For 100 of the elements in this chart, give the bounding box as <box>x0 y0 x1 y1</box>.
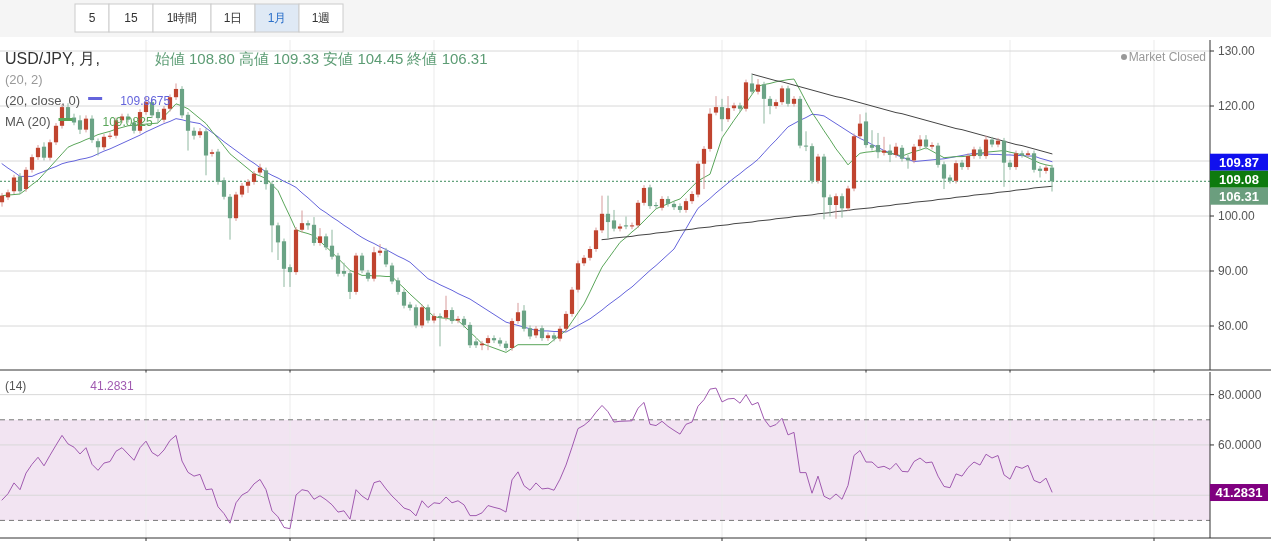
candlestick <box>209 148 215 158</box>
candlestick <box>413 304 419 329</box>
candlestick <box>599 195 605 234</box>
candlestick <box>341 262 347 277</box>
candlestick <box>863 112 869 149</box>
candlestick <box>11 174 17 195</box>
candlestick <box>431 312 437 324</box>
candlestick <box>713 95 719 116</box>
candlestick <box>1013 150 1019 171</box>
candlestick <box>245 178 251 194</box>
candlestick <box>779 85 785 106</box>
toolbar: 5 15 1時間 1日 1月 1週 <box>0 0 1271 37</box>
candlestick <box>731 102 737 112</box>
candlestick <box>1025 150 1031 159</box>
candlestick <box>761 81 767 125</box>
candlestick <box>1001 137 1007 188</box>
candlestick <box>437 312 443 347</box>
text: 106.31 <box>1219 188 1259 204</box>
candlestick <box>545 332 551 342</box>
candlestick <box>941 161 947 190</box>
candlestick <box>953 159 959 185</box>
candlestick <box>1049 164 1055 193</box>
candlestick <box>719 98 725 132</box>
candlestick <box>515 302 521 325</box>
candlestick <box>869 129 875 152</box>
candlestick <box>563 310 569 332</box>
candlestick <box>359 252 365 274</box>
candlestick <box>611 209 617 232</box>
candlestick <box>263 167 269 191</box>
candlestick <box>737 102 743 113</box>
y-tick-label: 130.00 <box>1218 44 1256 58</box>
candlestick <box>47 139 53 161</box>
candlestick <box>995 137 1001 148</box>
candlestick <box>335 252 341 277</box>
candlestick <box>935 142 941 169</box>
candlestick <box>893 142 899 159</box>
candlestick <box>785 85 791 108</box>
candlestick <box>701 145 707 190</box>
candlestick <box>287 263 293 288</box>
y-tick-label: 120.00 <box>1218 99 1256 113</box>
annotation: 41.2831 <box>90 379 135 393</box>
candlestick <box>665 195 671 208</box>
y-tick-label: 100.00 <box>1218 209 1256 223</box>
candlestick <box>419 304 425 329</box>
candlestick <box>923 134 929 150</box>
candlestick <box>641 184 647 207</box>
candlestick <box>455 315 461 324</box>
text: 109.08 <box>1219 171 1259 187</box>
candlestick <box>983 135 989 160</box>
candlestick <box>443 295 449 321</box>
y-tick-label: 90.00 <box>1218 264 1249 278</box>
candlestick <box>17 172 23 195</box>
candlestick <box>311 216 317 247</box>
candlestick <box>617 223 623 232</box>
candlestick <box>1031 150 1037 174</box>
candlestick <box>929 141 935 150</box>
candlestick <box>647 184 653 210</box>
text: Market Closed <box>1128 50 1206 64</box>
candlestick <box>191 126 197 141</box>
candlestick <box>827 194 833 218</box>
candlestick <box>911 143 917 164</box>
candlestick <box>155 108 161 124</box>
candlestick <box>383 247 389 268</box>
candlestick <box>593 227 599 253</box>
candlestick <box>467 321 473 349</box>
candlestick <box>989 136 995 148</box>
candlestick <box>485 334 491 351</box>
candlestick <box>95 137 101 156</box>
candlestick <box>605 195 611 240</box>
candlestick <box>401 288 407 309</box>
legend-label: MA (20) <box>5 114 51 129</box>
candlestick <box>773 98 779 110</box>
candlestick <box>257 163 263 176</box>
candlestick <box>233 191 239 222</box>
candlestick <box>299 210 305 233</box>
legend-label: (20, close, 0) <box>5 93 81 108</box>
candlestick <box>197 127 203 139</box>
candlestick <box>275 222 281 261</box>
candlestick <box>389 262 395 285</box>
candlestick <box>347 269 353 300</box>
candlestick <box>173 82 179 101</box>
candlestick <box>635 199 641 229</box>
candlestick <box>767 95 773 115</box>
candlestick <box>1019 150 1025 159</box>
candlestick <box>461 315 467 329</box>
annotation: (14) <box>5 379 27 393</box>
candlestick <box>41 141 47 161</box>
candlestick <box>29 153 35 174</box>
candlestick <box>329 229 335 260</box>
candlestick <box>473 338 479 349</box>
text: USD/JPY, 月, <box>5 50 100 67</box>
candlestick <box>521 304 527 332</box>
candlestick <box>833 192 839 220</box>
y-tick-label: 60.0000 <box>1218 437 1262 452</box>
text: 41.2831 <box>1215 485 1263 501</box>
candlestick <box>845 185 851 212</box>
candlestick <box>23 166 29 193</box>
candlestick <box>791 95 797 108</box>
text: 109.87 <box>1219 154 1259 170</box>
candlestick <box>227 193 233 241</box>
